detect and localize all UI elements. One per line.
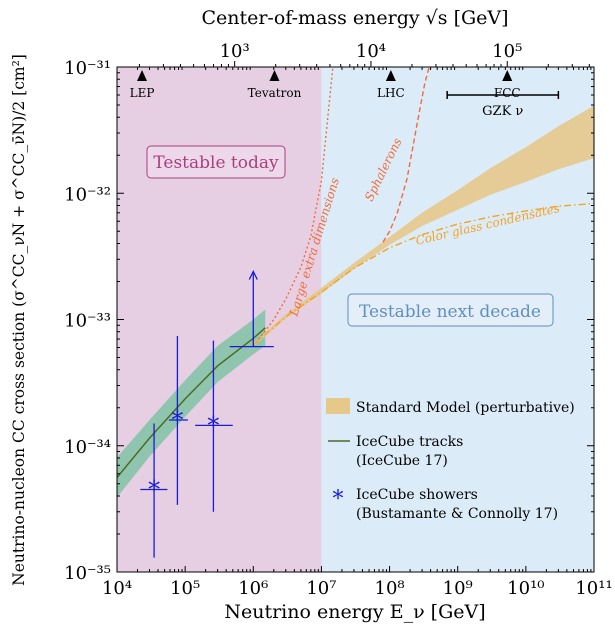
y-tick-label-2: 10⁻³³ (64, 311, 111, 332)
ticks-layer: 10⁴ 10⁵ 10⁶ 10⁷ 10⁸ 10⁹ 10¹⁰ 10¹¹ 10⁻³⁵ 10⁻³⁴ 10⁻³… (64, 41, 613, 599)
x-tick-label-0: 10⁴ (102, 578, 132, 599)
sm-band (253, 105, 594, 347)
legend-swatch-showers: * (333, 487, 344, 512)
top-tick-label-2: 10⁵ (492, 41, 522, 62)
x-tick-label-6: 10¹⁰ (507, 578, 544, 599)
region-label-next: Testable next decade (347, 293, 554, 327)
region-label-today-box (146, 145, 286, 179)
shower-point-2: * (207, 411, 219, 439)
region-label-next-box (347, 293, 554, 327)
data-layer: * * * (117, 67, 594, 558)
region-label-today: Testable today (146, 145, 286, 179)
accelerator-marker-tevatron (269, 70, 280, 81)
x-tick-label-3: 10⁷ (306, 578, 336, 599)
x-tick-label-4: 10⁸ (375, 578, 405, 599)
accelerator-label-lhc: LHC (377, 86, 405, 100)
x-tick-label-1: 10⁵ (170, 578, 200, 599)
top-tick-label-0: 10³ (220, 41, 250, 62)
x-tick-label-7: 10¹¹ (575, 578, 612, 599)
region-label-today-text: Testable today (153, 153, 279, 173)
x-tick-label-2: 10⁶ (238, 578, 268, 599)
y-tick-label-1: 10⁻³⁴ (64, 437, 111, 458)
shower-point-1: * (171, 406, 183, 434)
y-tick-label-4: 10⁻³¹ (64, 58, 111, 79)
y-tick-label-0: 10⁻³⁵ (64, 563, 111, 584)
legend-label-tracks: IceCube tracks (356, 434, 463, 450)
bsm-curve-color-glass-condensates (252, 202, 594, 346)
accelerator-marker-lep (137, 70, 148, 81)
legend-label-showers: IceCube showers (356, 487, 478, 503)
accelerator-marker-lhc (385, 70, 396, 81)
top-axis-title: Center-of-mass energy √s [GeV] (201, 7, 508, 29)
y-tick-label-3: 10⁻³² (64, 184, 111, 205)
x-axis-title: Neutrino energy E_ν [GeV] (224, 601, 485, 623)
gzk-label: GZK ν (482, 104, 523, 119)
legend-label-sm: Standard Model (perturbative) (356, 400, 575, 416)
bsm-curve-sphalerons (382, 67, 430, 243)
accelerator-marker-fcc (502, 70, 513, 81)
shower-point-0: * (148, 476, 160, 504)
legend: Standard Model (perturbative) IceCube tr… (326, 398, 575, 522)
legend-swatch-sm (326, 398, 350, 414)
accelerator-label-lep: LEP (130, 86, 155, 100)
y-axis-title: Neutrino-nucleon CC cross section (σ^CC_… (10, 54, 28, 586)
legend-label-showers-ref: (Bustamante & Connolly 17) (356, 506, 558, 522)
legend-label-tracks-ref: (IceCube 17) (356, 453, 448, 469)
icecube-tracks-line (117, 327, 266, 478)
accelerator-label-fcc: FCC (494, 86, 521, 100)
top-tick-label-1: 10⁴ (356, 41, 386, 62)
accelerator-label-tevatron: Tevatron (248, 86, 302, 100)
bsm-curve-large-extra-dimensions (252, 67, 334, 348)
region-label-next-text: Testable next decade (359, 302, 541, 322)
shower-limit-arrowhead (248, 270, 258, 280)
x-tick-label-5: 10⁹ (443, 578, 473, 599)
